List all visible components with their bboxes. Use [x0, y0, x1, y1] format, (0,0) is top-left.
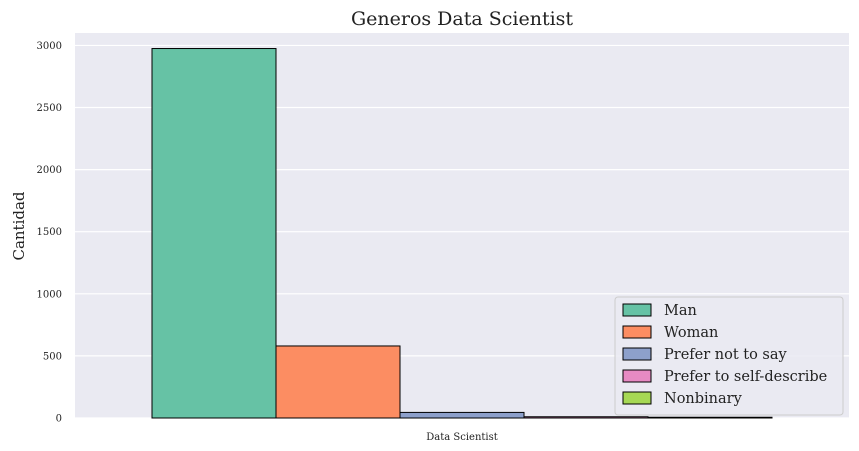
legend-swatch — [622, 391, 652, 405]
bar-prefer-not-to-say — [399, 411, 525, 419]
y-tick-label: 2500 — [37, 103, 62, 114]
legend-swatch — [622, 347, 652, 361]
y-tick-label: 0 — [56, 414, 62, 425]
legend-label: Prefer to self-describe — [664, 369, 827, 385]
legend-swatch — [622, 325, 652, 339]
legend-box — [614, 296, 844, 416]
bars — [151, 48, 773, 419]
bar-prefer-to-self-describe — [523, 416, 649, 419]
y-tick-label: 1000 — [37, 289, 62, 300]
legend-label: Nonbinary — [664, 391, 743, 407]
bar-woman — [275, 345, 401, 419]
legend-label: Woman — [664, 325, 718, 341]
y-tick-label: 500 — [43, 351, 62, 362]
x-tick-label: Data Scientist — [426, 432, 498, 443]
y-tick-labels: 0 500 1000 1500 2000 2500 3000 — [37, 41, 62, 425]
legend-swatch — [622, 369, 652, 383]
y-tick-label: 1500 — [37, 227, 62, 238]
legend: Man Woman Prefer not to say Prefer to self-… — [614, 296, 844, 416]
chart-title: Generos Data Scientist — [351, 8, 573, 30]
legend-swatch — [622, 303, 652, 317]
legend-label: Man — [664, 303, 697, 319]
bar-nonbinary — [647, 416, 773, 419]
legend-label: Prefer not to say — [664, 347, 788, 363]
bar-man — [151, 48, 277, 419]
y-tick-label: 3000 — [37, 41, 62, 52]
y-tick-label: 2000 — [37, 165, 62, 176]
x-tick-labels: Data Scientist — [426, 432, 498, 443]
y-axis-label: Cantidad — [10, 191, 28, 260]
